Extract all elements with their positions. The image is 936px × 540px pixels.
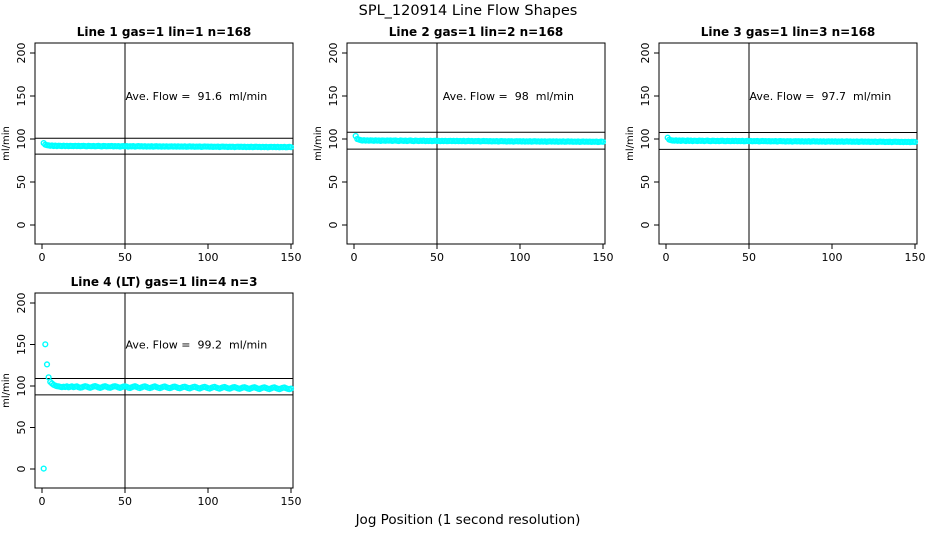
panel-2: 0 50 100 150 0 50 100 150 200 ml/min Line 2 gas=1 …	[313, 25, 614, 264]
y-axis-title: ml/min	[313, 126, 324, 161]
y-tick-label: 100	[15, 376, 28, 397]
y-tick-label: 50	[327, 175, 340, 189]
x-tick-label: 100	[510, 251, 531, 264]
x-tick-label: 0	[39, 495, 46, 508]
y-tick-label: 150	[327, 86, 340, 107]
panel-title: Line 2 gas=1 lin=2 n=168	[389, 25, 564, 39]
ave-flow-annotation: Ave. Flow = 97.7 ml/min	[750, 90, 892, 103]
x-tick-label: 150	[281, 251, 302, 264]
x-tick-label: 0	[663, 251, 670, 264]
data-point	[287, 144, 295, 151]
y-tick-label: 0	[639, 222, 652, 229]
x-axis-title: Jog Position (1 second resolution)	[355, 512, 581, 528]
x-tick-label: 0	[39, 251, 46, 264]
y-tick-label: 0	[327, 222, 340, 229]
x-tick-label: 100	[822, 251, 843, 264]
y-tick-label: 150	[15, 334, 28, 355]
y-tick-label: 50	[15, 421, 28, 435]
data-point	[599, 138, 607, 145]
y-tick-label: 100	[639, 129, 652, 150]
data-point	[42, 341, 49, 348]
panel-3: 0 50 100 150 0 50 100 150 200 ml/min Line 3 gas=1 …	[625, 25, 926, 264]
x-tick-label: 100	[198, 495, 219, 508]
y-tick-label: 150	[15, 86, 28, 107]
y-tick-label: 50	[15, 175, 28, 189]
data-point	[43, 361, 51, 368]
y-tick-label: 200	[327, 43, 340, 64]
x-tick-label: 100	[198, 251, 219, 264]
y-tick-label: 200	[15, 43, 28, 64]
x-tick-label: 50	[118, 495, 132, 508]
panel-title: Line 3 gas=1 lin=3 n=168	[701, 25, 876, 39]
main-title: SPL_120914 Line Flow Shapes	[359, 3, 578, 19]
ave-flow-annotation: Ave. Flow = 98 ml/min	[443, 90, 574, 103]
y-tick-label: 200	[639, 43, 652, 64]
y-tick-label: 50	[639, 175, 652, 189]
data-point	[287, 385, 295, 392]
x-tick-label: 50	[430, 251, 444, 264]
x-tick-label: 50	[742, 251, 756, 264]
plot-box	[34, 42, 294, 245]
y-axis-title: ml/min	[1, 373, 12, 408]
ave-flow-annotation: Ave. Flow = 99.2 ml/min	[126, 339, 268, 352]
y-tick-label: 0	[15, 222, 28, 229]
panel-4: 0 50 100 150 0 50 100 150 200 ml/min Line 4 (LT) g…	[1, 275, 302, 508]
y-axis-title: ml/min	[625, 126, 636, 161]
data-point	[40, 465, 47, 472]
x-tick-label: 50	[118, 251, 132, 264]
panel-title: Line 1 gas=1 lin=1 n=168	[77, 25, 252, 39]
x-tick-label: 0	[351, 251, 358, 264]
panels-container: 0 50 100 150 0 50 100 150 200 ml/min Line 1 gas=1 …	[1, 25, 926, 508]
ave-flow-annotation: Ave. Flow = 91.6 ml/min	[126, 90, 268, 103]
data-point	[911, 138, 919, 146]
y-axis-title: ml/min	[1, 126, 12, 161]
x-tick-label: 150	[281, 495, 302, 508]
y-tick-label: 100	[15, 129, 28, 150]
y-tick-label: 100	[327, 129, 340, 150]
y-tick-label: 150	[639, 86, 652, 107]
panel-1: 0 50 100 150 0 50 100 150 200 ml/min Line 1 gas=1 …	[1, 25, 302, 264]
x-tick-label: 150	[905, 251, 926, 264]
y-tick-label: 200	[15, 293, 28, 314]
panel-title: Line 4 (LT) gas=1 lin=4 n=3	[71, 275, 258, 289]
x-tick-label: 150	[593, 251, 614, 264]
y-tick-label: 0	[15, 466, 28, 473]
data-point	[352, 132, 359, 140]
plot-box	[34, 292, 294, 489]
